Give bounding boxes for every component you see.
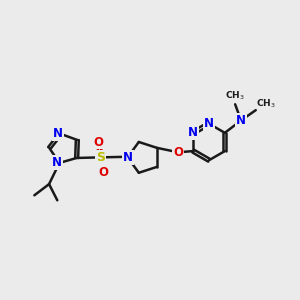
- Text: O: O: [94, 136, 103, 148]
- Text: N: N: [188, 126, 198, 139]
- Text: N: N: [52, 156, 62, 170]
- Text: S: S: [96, 151, 105, 164]
- Text: N: N: [236, 114, 246, 127]
- Text: O: O: [173, 146, 183, 159]
- Text: CH$_3$: CH$_3$: [256, 97, 276, 110]
- Text: N: N: [123, 151, 133, 164]
- Text: O: O: [98, 166, 108, 179]
- Text: N: N: [204, 117, 214, 130]
- Text: CH$_3$: CH$_3$: [225, 89, 245, 102]
- Text: N: N: [53, 127, 63, 140]
